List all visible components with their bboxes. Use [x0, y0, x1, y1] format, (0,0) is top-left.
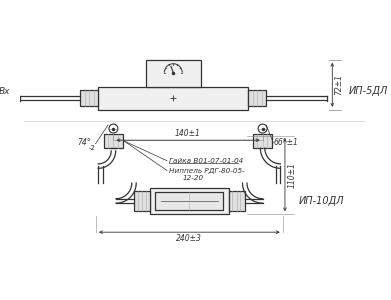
Text: 72±1: 72±1 [335, 74, 344, 95]
Text: 12-20: 12-20 [182, 175, 203, 181]
Text: 74°: 74° [78, 138, 91, 147]
Text: 140±1: 140±1 [175, 129, 201, 138]
Text: 66°±1: 66°±1 [273, 138, 298, 147]
Text: ИП-5ДЛ: ИП-5ДЛ [348, 86, 388, 96]
Bar [155, 192, 223, 210]
Bar [145, 60, 201, 87]
Text: Ниппель РДГ-80-05-: Ниппель РДГ-80-05- [169, 167, 244, 174]
Text: 240±3: 240±3 [176, 234, 202, 243]
Text: Гайка В01-07-01-04: Гайка В01-07-01-04 [169, 158, 243, 164]
Text: 110±1: 110±1 [287, 162, 296, 188]
Text: -2: -2 [88, 145, 95, 151]
Bar [134, 191, 150, 211]
Text: Вх: Вх [0, 87, 11, 96]
Bar [104, 134, 123, 148]
Bar [150, 188, 229, 214]
Text: ИП-10ДЛ: ИП-10ДЛ [298, 196, 344, 206]
Bar [229, 191, 245, 211]
Bar [98, 87, 248, 110]
Bar [248, 90, 266, 106]
Bar [253, 134, 273, 148]
Bar [81, 90, 98, 106]
